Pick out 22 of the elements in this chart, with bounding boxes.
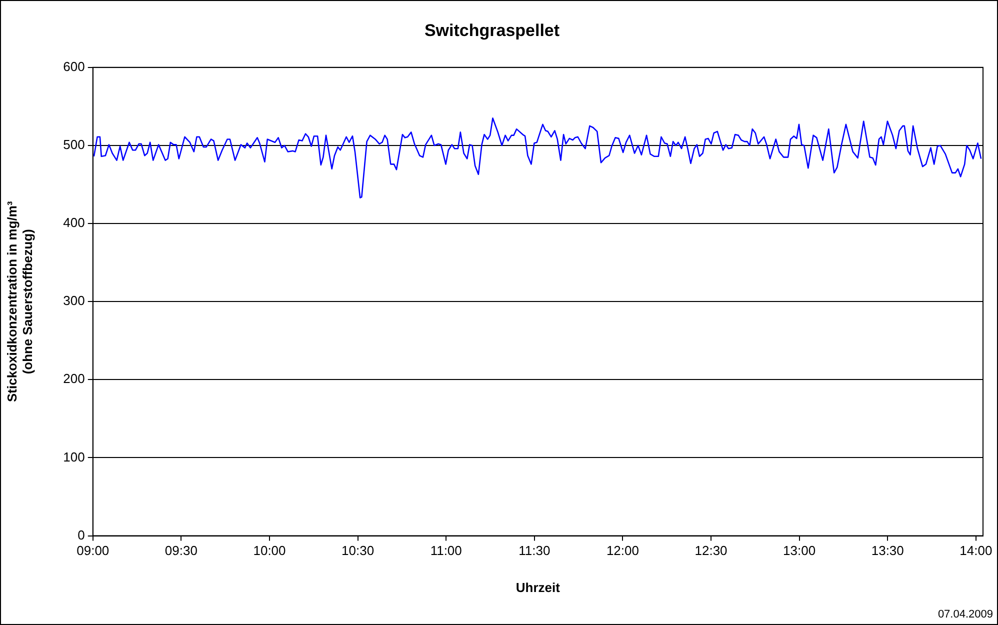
x-tick-label: 13:30 xyxy=(871,543,904,558)
y-tick-label: 300 xyxy=(63,293,85,308)
x-tick-label: 11:30 xyxy=(518,543,550,558)
y-tick-label: 500 xyxy=(63,137,85,152)
x-tick-label: 10:00 xyxy=(253,543,286,558)
chart-title: Switchgraspellet xyxy=(424,20,560,40)
text: 07.04.2009 xyxy=(938,608,993,621)
x-tick-label: 09:00 xyxy=(76,543,110,558)
x-tick-label: 11:00 xyxy=(430,543,462,558)
y-tick-label: 400 xyxy=(63,215,85,230)
y-axis-title: Stickoxidkonzentration in mg/m³ (ohne Sauerstoffbezug) xyxy=(4,200,35,402)
x-axis-title: Uhrzeit xyxy=(516,580,561,595)
y-tick-label: 100 xyxy=(63,449,85,464)
x-tick-label: 12:30 xyxy=(694,543,728,558)
x-tick-label: 09:30 xyxy=(164,543,198,558)
x-tick-label: 10:30 xyxy=(342,543,374,558)
y-tick-label: 0 xyxy=(78,527,85,542)
x-tick-label: 12:00 xyxy=(606,543,639,558)
y-tick-label: 600 xyxy=(63,58,85,74)
x-tick-label: 13:00 xyxy=(783,543,816,558)
y-tick-label: 200 xyxy=(63,371,85,386)
x-tick-label: 14:00 xyxy=(960,543,992,558)
